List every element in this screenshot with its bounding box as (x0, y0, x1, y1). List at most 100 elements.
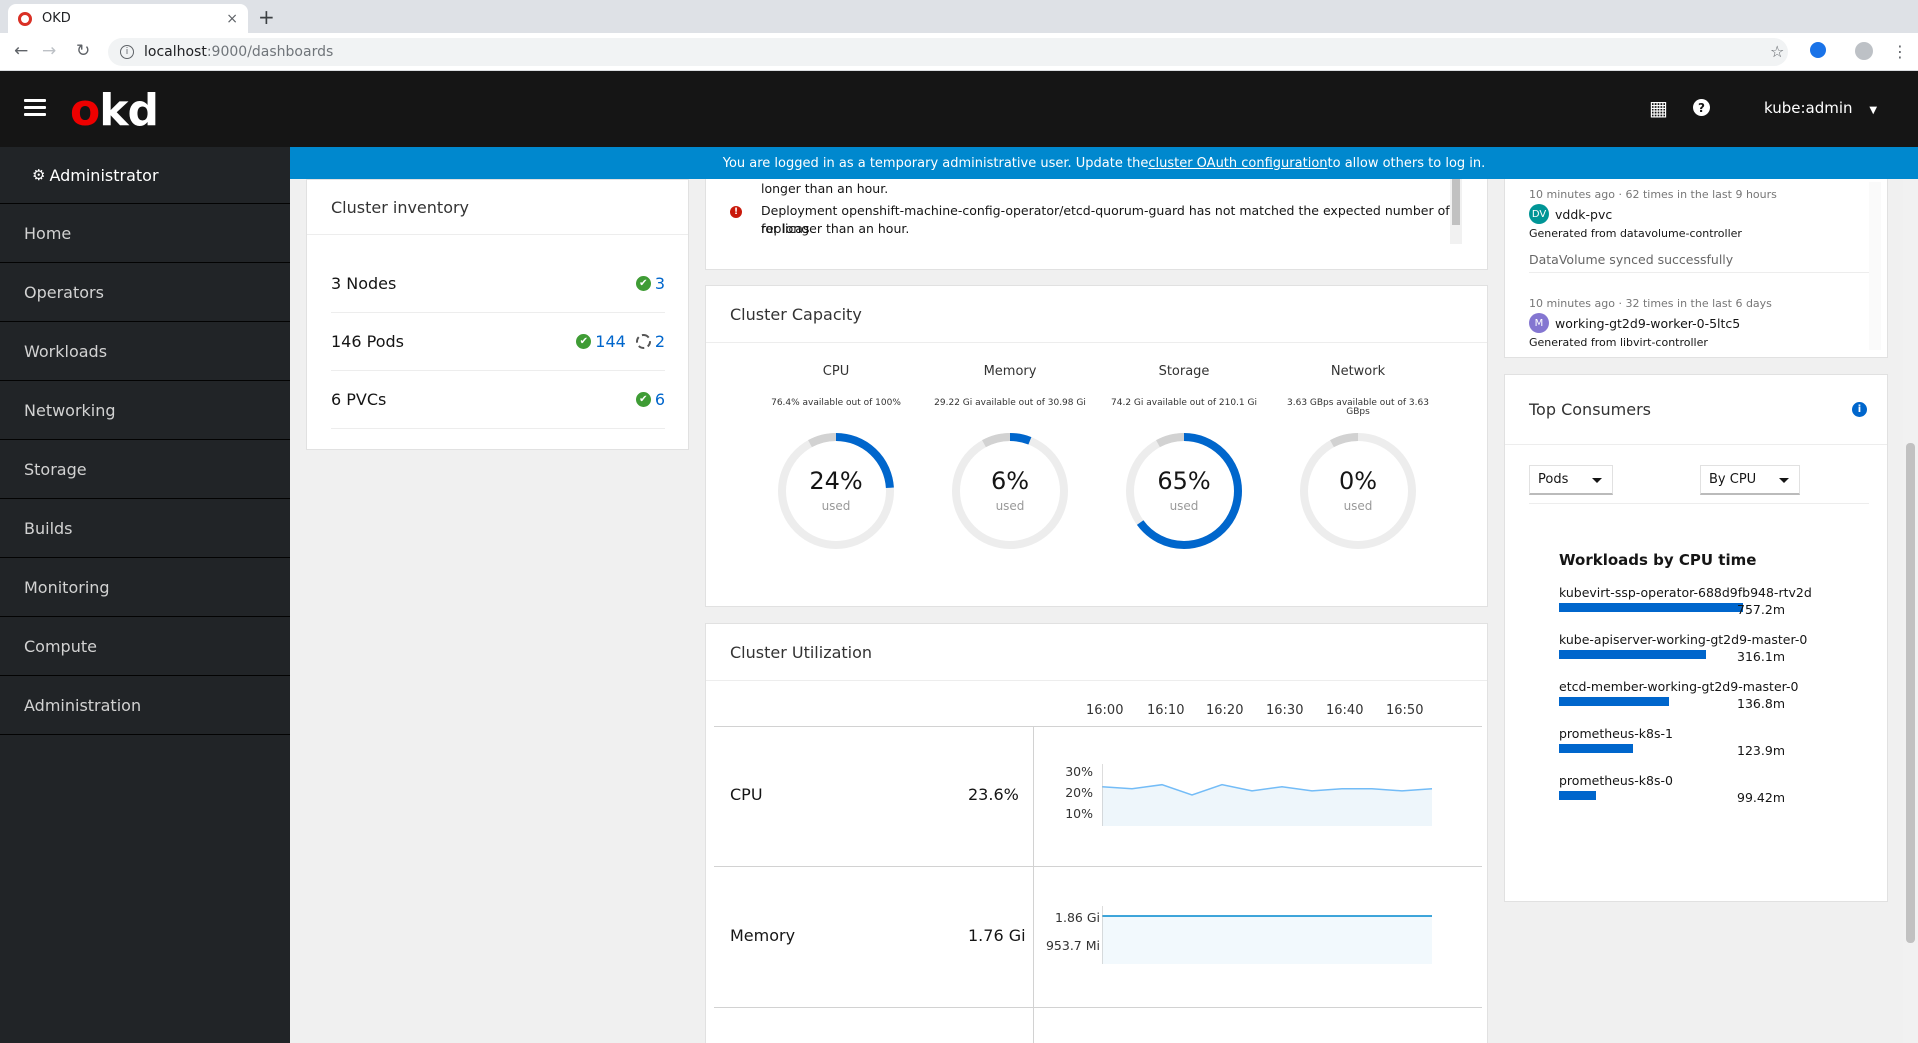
sort-dropdown[interactable]: By CPU (1700, 465, 1800, 495)
inventory-row-pods[interactable]: 146 Pods ✔ 144 2 (331, 313, 665, 371)
sidebar-item-label: Home (24, 223, 72, 243)
memory-sparkline[interactable] (1102, 906, 1434, 966)
consumer-name[interactable]: kubevirt-ssp-operator-688d9fb948-rtv2d (1559, 585, 1812, 600)
alerts-scrollbar[interactable] (1450, 170, 1462, 244)
card-title: Top Consumers (1529, 400, 1652, 419)
chevron-down-icon: ▼ (1869, 105, 1878, 116)
browser-menu-icon[interactable]: ⋮ (1892, 42, 1908, 61)
sidebar-item-workloads[interactable]: Workloads (0, 322, 290, 381)
app-launcher-icon[interactable]: ▦ (1649, 96, 1668, 120)
inventory-status[interactable]: ✔ 3 (635, 274, 665, 293)
tab-close-icon[interactable]: × (226, 10, 238, 27)
consumer-name[interactable]: prometheus-k8s-0 (1559, 773, 1673, 788)
consumer-bar (1559, 697, 1669, 706)
alert-text: longer than an hour. (761, 181, 889, 196)
event-source: Generated from datavolume-controller (1529, 227, 1742, 240)
extension-icon[interactable] (1810, 42, 1826, 58)
browser-tabbar: OKD × + (0, 0, 1918, 33)
capacity-name: CPU (822, 364, 850, 379)
progress-count: 2 (654, 332, 665, 351)
browser-tab[interactable]: OKD × (8, 4, 248, 33)
capacity-pct: 65% (1157, 467, 1211, 495)
sidebar-item-home[interactable]: Home (0, 204, 290, 263)
page-scrollbar[interactable] (1903, 179, 1918, 1043)
memory-util-value: 1.76 Gi (968, 926, 1026, 945)
sidebar-item-label: Monitoring (24, 577, 110, 597)
gear-icon: ⚙ (32, 166, 46, 184)
perspective-switcher[interactable]: ⚙ Administrator (0, 147, 290, 204)
sidebar-item-compute[interactable]: Compute (0, 617, 290, 676)
bookmark-star-icon[interactable]: ☆ (1770, 42, 1785, 61)
okd-logo[interactable]: okd (70, 85, 159, 136)
capacity-sub: 74.2 Gi available out of 210.1 Gi (1111, 398, 1257, 408)
reload-button[interactable]: ↻ (76, 41, 91, 61)
cpu-sparkline[interactable] (1102, 764, 1434, 834)
inventory-label: 6 PVCs (331, 390, 387, 409)
memory-util-label: Memory (730, 926, 796, 945)
hamburger-menu-icon[interactable] (24, 99, 46, 117)
top-consumers-card: Top Consumers i Pods By CPU Workloads by… (1504, 374, 1888, 902)
donut-used-arc (778, 433, 894, 549)
capacity-name: Network (1330, 364, 1386, 379)
time-axis-label: 16:40 (1326, 703, 1364, 718)
donut-used-arc (952, 433, 1068, 549)
sidebar-item-label: Builds (24, 518, 73, 538)
sidebar-item-storage[interactable]: Storage (0, 440, 290, 499)
consumer-name[interactable]: kube-apiserver-working-gt2d9-master-0 (1559, 632, 1808, 647)
donut-used-arc (1126, 433, 1242, 549)
info-icon[interactable]: i (1852, 402, 1867, 417)
cpu-series-line (1102, 783, 1433, 796)
sidebar-item-monitoring[interactable]: Monitoring (0, 558, 290, 617)
sidebar-item-networking[interactable]: Networking (0, 381, 290, 440)
event-resource[interactable]: DV vddk-pvc (1529, 204, 1612, 224)
consumer-name[interactable]: etcd-member-working-gt2d9-master-0 (1559, 679, 1799, 694)
alert-item-cont: for longer than an hour. (761, 221, 910, 236)
inventory-row-nodes[interactable]: 3 Nodes ✔ 3 (331, 255, 665, 313)
consumer-bar (1559, 603, 1743, 612)
site-info-icon[interactable]: i (120, 45, 134, 59)
capacity-memory[interactable]: Memory 29.22 Gi available out of 30.98 G… (930, 364, 1090, 551)
sidebar-item-builds[interactable]: Builds (0, 499, 290, 558)
resource-link[interactable]: working-gt2d9-worker-0-5ltc5 (1555, 315, 1741, 331)
card-title: Cluster inventory (307, 180, 688, 235)
time-axis-label: 16:30 (1266, 703, 1304, 718)
consumer-name[interactable]: prometheus-k8s-1 (1559, 726, 1673, 741)
inventory-label: 146 Pods (331, 332, 404, 351)
alert-item[interactable]: Deployment openshift-machine-config-oper… (761, 203, 1450, 236)
capacity-network[interactable]: Network 3.63 GBps available out of 3.63 … (1278, 364, 1438, 551)
cpu-donut: 24% used (776, 431, 896, 551)
browser-toolbar: ← → ↻ i localhost:9000/dashboards ☆ ⋮ (0, 33, 1918, 71)
consumer-bar (1559, 650, 1706, 659)
address-bar[interactable]: i localhost:9000/dashboards (108, 38, 1788, 66)
events-scrollbar[interactable] (1869, 182, 1881, 350)
capacity-sub: 76.4% available out of 100% (771, 398, 901, 408)
card-title: Cluster Utilization (706, 624, 1487, 681)
memory-axis-label: 953.7 Mi (1045, 938, 1100, 953)
oauth-config-link[interactable]: cluster OAuth configuration (1148, 155, 1328, 171)
consumer-value: 99.42m (1737, 790, 1785, 805)
type-dropdown[interactable]: Pods (1529, 465, 1613, 495)
back-button[interactable]: ← (14, 41, 29, 61)
sidebar-item-operators[interactable]: Operators (0, 263, 290, 322)
profile-avatar[interactable] (1855, 42, 1873, 60)
capacity-sub: 29.22 Gi available out of 30.98 Gi (934, 398, 1086, 408)
help-button[interactable]: ? (1693, 99, 1710, 116)
capacity-cpu[interactable]: CPU 76.4% available out of 100% 24% used (756, 364, 916, 551)
inventory-row-pvcs[interactable]: 6 PVCs ✔ 6 (331, 371, 665, 429)
chart-title: Workloads by CPU time (1559, 551, 1757, 569)
user-name: kube:admin (1764, 99, 1853, 117)
new-tab-button[interactable]: + (258, 5, 275, 29)
user-menu[interactable]: kube:admin ▼ (1764, 99, 1877, 117)
cluster-capacity-card: Cluster Capacity CPU 76.4% available out… (705, 285, 1488, 607)
help-icon: ? (1693, 99, 1710, 116)
resource-link[interactable]: vddk-pvc (1555, 206, 1613, 222)
memory-axis-label: 1.86 Gi (1055, 910, 1100, 925)
inventory-status[interactable]: ✔ 144 2 (576, 332, 665, 351)
capacity-storage[interactable]: Storage 74.2 Gi available out of 210.1 G… (1104, 364, 1264, 551)
masthead: okd ▦ ? kube:admin ▼ (0, 71, 1918, 147)
forward-button[interactable]: → (42, 41, 57, 61)
inventory-status[interactable]: ✔ 6 (635, 390, 665, 409)
consumer-value: 123.9m (1737, 743, 1785, 758)
sidebar-item-administration[interactable]: Administration (0, 676, 290, 735)
